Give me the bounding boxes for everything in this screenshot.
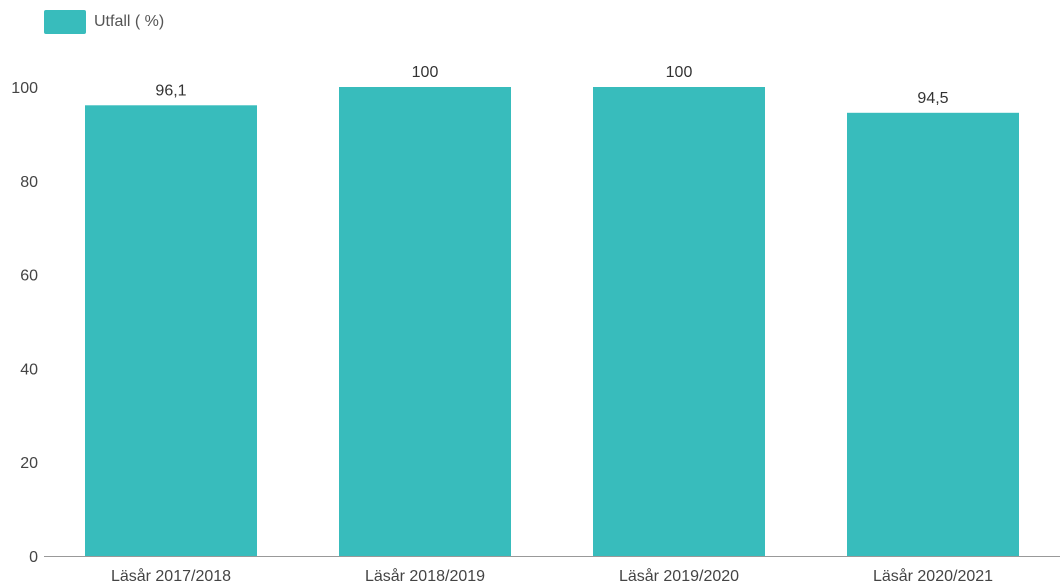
bar[interactable] <box>85 105 257 556</box>
bar[interactable] <box>339 87 511 556</box>
bar-value-label: 100 <box>666 64 693 81</box>
x-category-label: Läsår 2020/2021 <box>873 567 993 585</box>
legend-label: Utfall ( %) <box>94 13 165 30</box>
legend-swatch <box>44 10 86 34</box>
chart-legend: Utfall ( %) <box>44 8 164 36</box>
bar-value-label: 94,5 <box>917 90 948 107</box>
y-tick-label: 100 <box>11 80 38 97</box>
bar[interactable] <box>593 87 765 556</box>
x-category-label: Läsår 2017/2018 <box>111 567 231 585</box>
bar[interactable] <box>847 112 1019 557</box>
y-tick-label: 60 <box>20 268 38 285</box>
y-tick-label: 40 <box>20 361 38 378</box>
x-category-label: Läsår 2019/2020 <box>619 567 739 585</box>
bar-value-label: 100 <box>412 64 439 81</box>
x-category-label: Läsår 2018/2019 <box>365 567 485 585</box>
bar-value-label: 96,1 <box>155 82 186 99</box>
y-tick-label: 80 <box>20 174 38 191</box>
y-tick-label: 20 <box>20 455 38 472</box>
y-tick-label: 0 <box>29 549 38 566</box>
